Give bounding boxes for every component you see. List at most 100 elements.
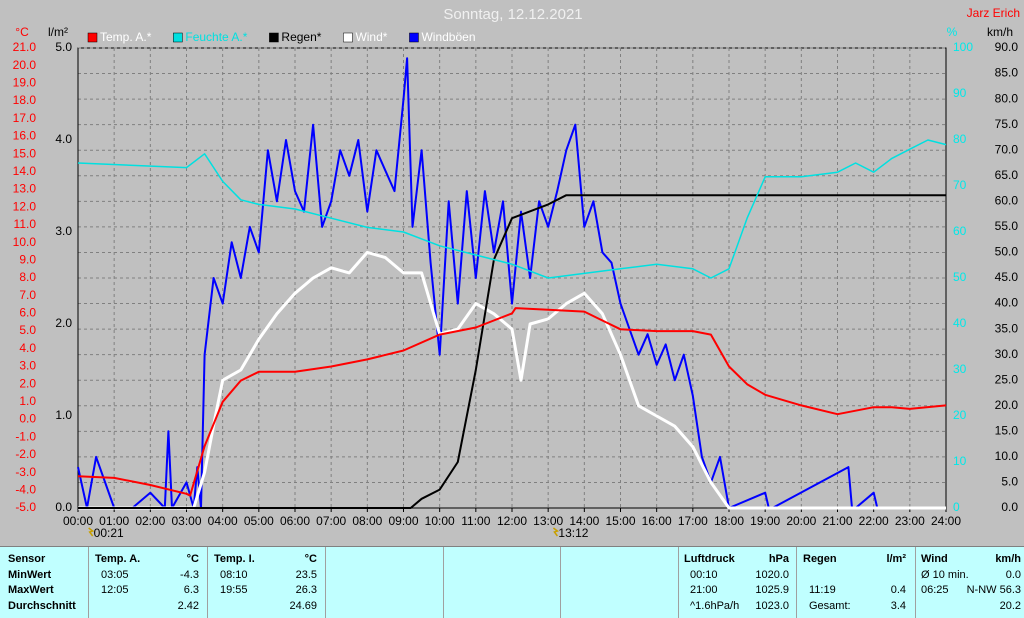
table-cell: hPa: [768, 553, 789, 565]
series-line: [77, 139, 947, 279]
table-cell: 1023.0: [755, 600, 789, 612]
x-tick-label: 20:00: [786, 514, 816, 528]
y-tick-label: 11.0: [14, 217, 37, 231]
y-tick-label: 0: [953, 500, 960, 514]
y-tick-label: 40: [953, 316, 967, 330]
y-tick-label: 14.0: [13, 164, 37, 178]
x-tick-label: 02:00: [135, 514, 165, 528]
y-tick-label: 0.0: [1001, 500, 1018, 514]
y-tick-label: 19.0: [13, 76, 37, 90]
y-tick-label: 13.0: [13, 182, 37, 196]
annotation-label: 00:21: [94, 526, 124, 540]
x-tick-label: 04:00: [208, 514, 238, 528]
table-cell: 0.4: [890, 584, 906, 596]
y-tick-label: 20.0: [13, 58, 37, 72]
y-tick-label: 35.0: [995, 321, 1019, 335]
table-cell: 21:00: [690, 584, 718, 596]
x-tick-label: 06:00: [280, 514, 310, 528]
x-tick-label: 17:00: [678, 514, 708, 528]
y-tick-label: 1.0: [55, 408, 72, 422]
table-cell: Sensor: [8, 553, 46, 565]
y-tick-label: -2.0: [15, 447, 36, 461]
table-cell: Temp. I.: [214, 553, 255, 565]
legend-swatch: [343, 32, 353, 43]
y-tick-label: 10: [953, 454, 967, 468]
y-tick-label: 5.0: [55, 40, 72, 54]
x-tick-label: 08:00: [352, 514, 382, 528]
y-tick-label: 0.0: [55, 500, 72, 514]
x-tick-label: 01:00: [99, 514, 129, 528]
series-line: [77, 57, 946, 509]
table-cell: Ø 10 min.: [921, 569, 969, 581]
y-tick-label: 21.0: [13, 40, 37, 54]
table-separator: [207, 547, 208, 618]
legend-label: Windböen: [421, 30, 475, 44]
y-tick-label: 2.0: [19, 376, 36, 390]
table-cell: Gesamt:: [809, 600, 851, 612]
legend-swatch: [87, 32, 98, 43]
y-tick-label: 75.0: [995, 117, 1019, 131]
table-separator: [88, 547, 89, 618]
legend-label: Temp. A.*: [100, 30, 152, 44]
y-tick-label: 60: [953, 224, 967, 238]
y-tick-label: 20: [953, 408, 967, 422]
chart-title: Sonntag, 12.12.2021: [443, 6, 582, 23]
credit: Jarz Erich: [967, 6, 1020, 20]
y-tick-label: 45.0: [995, 270, 1019, 284]
x-tick-label: 07:00: [316, 514, 346, 528]
y-tick-label: 90.0: [995, 40, 1019, 54]
series-line: [78, 194, 946, 509]
y-tick-label: 30.0: [995, 347, 1019, 361]
table-cell: Wind: [921, 553, 948, 565]
axis-title: °C: [15, 25, 29, 39]
x-tick-label: 24:00: [931, 514, 961, 528]
legend-swatch: [409, 32, 419, 43]
table-cell: 00:10: [690, 569, 718, 581]
axis-title: %: [947, 25, 958, 39]
x-tick-label: 18:00: [714, 514, 744, 528]
y-tick-label: 10.0: [995, 449, 1019, 463]
y-tick-label: 20.0: [995, 398, 1019, 412]
y-tick-label: 50.0: [995, 245, 1019, 259]
table-cell: 06:25: [921, 584, 949, 596]
y-tick-label: 15.0: [13, 146, 37, 160]
table-cell: 03:05: [101, 569, 129, 581]
table-cell: 26.3: [295, 584, 317, 596]
summary-table: Sensor Temp. A. °C Temp. I. °C Luftdruck hPa Re…: [0, 546, 1024, 618]
annotation-icon: [552, 527, 559, 537]
table-cell: Durchschnitt: [8, 600, 76, 612]
legend-label: Feuchte A.*: [185, 30, 247, 44]
y-tick-label: 65.0: [995, 168, 1019, 182]
table-cell: °C: [304, 553, 317, 565]
y-tick-label: 5.0: [19, 323, 36, 337]
y-tick-label: 5.0: [1001, 475, 1018, 489]
y-tick-label: 17.0: [13, 111, 37, 125]
y-tick-label: 70: [953, 178, 967, 192]
table-cell: °C: [186, 553, 199, 565]
x-tick-label: 03:00: [171, 514, 201, 528]
annotation-label: 13:12: [558, 526, 588, 540]
y-tick-label: 30: [953, 362, 967, 376]
y-tick-label: 0.0: [19, 412, 36, 426]
y-tick-label: 85.0: [995, 66, 1019, 80]
y-tick-label: 9.0: [19, 252, 36, 266]
y-tick-label: 80.0: [995, 91, 1019, 105]
table-cell: 19:55: [220, 584, 248, 596]
y-tick-label: 70.0: [995, 142, 1019, 156]
y-tick-label: 25.0: [995, 372, 1019, 386]
series-line: [77, 307, 947, 497]
y-tick-label: 15.0: [995, 424, 1019, 438]
table-cell: 1020.0: [755, 569, 789, 581]
y-tick-label: -1.0: [15, 429, 36, 443]
table-cell: 11:19: [809, 584, 836, 596]
table-cell: l/m²: [886, 553, 906, 565]
y-tick-label: 60.0: [995, 194, 1019, 208]
table-cell: 12:05: [101, 584, 129, 596]
y-tick-label: 2.0: [55, 316, 72, 330]
table-cell: ^1.6hPa/h: [690, 600, 740, 612]
y-tick-label: 8.0: [19, 270, 36, 284]
y-tick-label: 4.0: [19, 341, 36, 355]
table-separator: [560, 547, 561, 618]
y-tick-label: 100: [953, 40, 973, 54]
